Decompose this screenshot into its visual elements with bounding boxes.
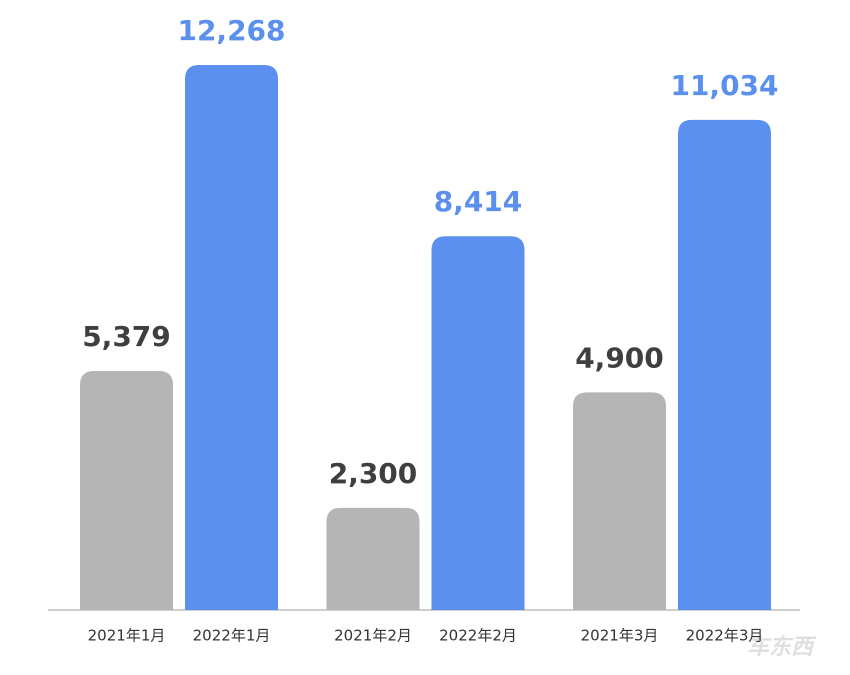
value-label: 11,034	[670, 69, 778, 102]
bar	[326, 507, 420, 610]
value-label: 12,268	[177, 14, 285, 47]
bar	[431, 236, 525, 610]
x-tick-label: 2021年2月	[334, 627, 412, 645]
x-tick-label: 2022年3月	[686, 627, 764, 645]
value-label: 8,414	[434, 185, 523, 218]
bar	[80, 371, 173, 610]
x-tick-label: 2021年1月	[88, 627, 166, 645]
value-label: 2,300	[329, 457, 418, 490]
x-tick-label: 2021年3月	[581, 627, 659, 645]
watermark: 车东西	[747, 634, 817, 660]
value-label: 5,379	[82, 320, 171, 353]
x-tick-label: 2022年1月	[193, 627, 271, 645]
bar	[573, 392, 666, 610]
x-tick-label: 2022年2月	[439, 627, 517, 645]
value-label: 4,900	[575, 341, 664, 374]
bar	[678, 119, 771, 610]
bar	[185, 65, 278, 610]
